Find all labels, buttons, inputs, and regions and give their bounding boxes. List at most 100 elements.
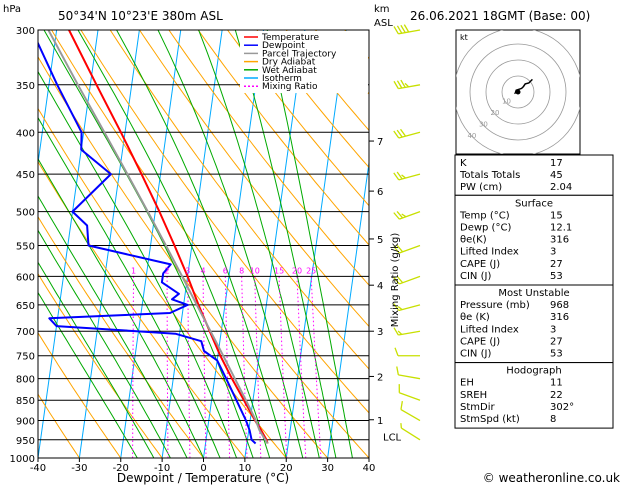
mixing-ratio-label: 6 bbox=[223, 266, 228, 275]
table-row-value: 53 bbox=[550, 271, 563, 282]
mixing-ratio-label: 25 bbox=[306, 266, 316, 275]
wind-barb-staff bbox=[401, 428, 420, 440]
wind-barb-flag bbox=[401, 25, 405, 32]
temperature-tick-label: -30 bbox=[71, 463, 87, 474]
wind-barb bbox=[394, 80, 420, 89]
legend-label: Mixing Ratio bbox=[262, 82, 318, 92]
isotherm-line bbox=[0, 30, 15, 458]
table-row-value: 3 bbox=[550, 324, 556, 335]
pressure-tick-label: 750 bbox=[16, 352, 35, 363]
mixing-ratio-axis-label: Mixing Ratio (g/kg) bbox=[390, 233, 401, 328]
km-tick-label: 5 bbox=[377, 235, 383, 246]
wind-barb-flag bbox=[404, 25, 408, 32]
pressure-tick-label: 350 bbox=[16, 81, 35, 92]
wet-adiabat-line bbox=[199, 30, 320, 458]
km-unit-label: km bbox=[374, 4, 390, 15]
km-tick-label: 2 bbox=[377, 372, 383, 383]
table-row-label: CAPE (J) bbox=[460, 259, 500, 270]
table-section-title: Most Unstable bbox=[498, 288, 569, 299]
wind-barbs bbox=[394, 25, 420, 440]
wind-barb-flag bbox=[402, 214, 406, 217]
wind-barb bbox=[399, 384, 420, 400]
wind-barb-staff bbox=[399, 393, 420, 401]
isotherm-line bbox=[162, 30, 222, 458]
table-section-title: Surface bbox=[515, 198, 553, 209]
series-temperature bbox=[69, 30, 268, 444]
wind-barb-flag bbox=[397, 26, 401, 33]
pressure-tick-label: 500 bbox=[16, 208, 35, 219]
pressure-tick-label: 300 bbox=[16, 26, 35, 37]
table-row-value: 11 bbox=[550, 378, 563, 389]
lcl-label: LCL bbox=[383, 432, 402, 443]
table-row-value: 15 bbox=[550, 210, 563, 221]
wet-adiabat-line bbox=[235, 30, 336, 458]
datetime-title: 26.06.2021 18GMT (Base: 00) bbox=[410, 9, 590, 23]
wind-barb-flag bbox=[398, 331, 402, 334]
wind-barb-flag bbox=[397, 366, 399, 374]
hodograph-ring-label: 20 bbox=[490, 109, 499, 117]
mixing-ratio-label: 1 bbox=[131, 266, 136, 275]
mixing-ratio-line bbox=[203, 276, 206, 458]
km-tick-label: 4 bbox=[377, 281, 383, 292]
table-row-label: Pressure (mb) bbox=[460, 300, 530, 311]
table-row-label: EH bbox=[460, 378, 474, 389]
km-tick-label: 7 bbox=[377, 137, 383, 148]
table-row-label: PW (cm) bbox=[460, 182, 502, 193]
mixing-ratio-label: 3 bbox=[185, 266, 190, 275]
table-row-label: StmSpd (kt) bbox=[460, 414, 520, 425]
table-row-label: K bbox=[460, 158, 467, 169]
table-row-value: 12.1 bbox=[550, 223, 572, 234]
km-tick-label: 1 bbox=[377, 416, 383, 427]
table-row-label: Lifted Index bbox=[460, 247, 519, 258]
pressure-tick-label: 600 bbox=[16, 272, 35, 283]
wind-barb-flag bbox=[394, 26, 398, 33]
wind-barb bbox=[401, 401, 420, 420]
wind-barb bbox=[394, 211, 420, 219]
table-row-label: θe(K) bbox=[460, 235, 487, 246]
wind-barb bbox=[397, 366, 420, 378]
mixing-ratio-label: 15 bbox=[274, 266, 284, 275]
temperature-tick-label: -40 bbox=[30, 463, 46, 474]
mixing-ratio-label: 10 bbox=[250, 266, 260, 275]
table-row-label: Lifted Index bbox=[460, 324, 519, 335]
table-row-value: 3 bbox=[550, 247, 556, 258]
wind-barb-flag bbox=[401, 401, 402, 409]
wind-barb bbox=[394, 25, 420, 34]
copyright-text: © weatheronline.co.uk bbox=[483, 471, 620, 485]
km-tick-label: 3 bbox=[377, 327, 383, 338]
table-row-label: StmDir bbox=[460, 402, 495, 413]
table-row-label: θe (K) bbox=[460, 312, 490, 323]
wind-barb-flag bbox=[402, 175, 406, 178]
pressure-tick-label: 850 bbox=[16, 396, 35, 407]
hodograph-unit-label: kt bbox=[460, 33, 468, 42]
mixing-ratio-line bbox=[167, 276, 168, 458]
table-row-label: CIN (J) bbox=[460, 349, 491, 360]
wind-barb bbox=[395, 348, 420, 356]
mixing-ratio-label: 4 bbox=[201, 266, 206, 275]
wind-barb bbox=[401, 423, 420, 440]
x-axis-label: Dewpoint / Temperature (°C) bbox=[117, 471, 289, 485]
wind-barb-flag bbox=[405, 83, 409, 86]
table-row-value: 2.04 bbox=[550, 182, 572, 193]
table-row-label: CAPE (J) bbox=[460, 336, 500, 347]
table-section-title: Hodograph bbox=[506, 366, 561, 377]
dry-adiabat-line bbox=[0, 30, 79, 458]
wind-barb-flag bbox=[395, 348, 398, 356]
table-row-value: 27 bbox=[550, 259, 563, 270]
table-row-label: CIN (J) bbox=[460, 271, 491, 282]
km-tick-label: 6 bbox=[377, 187, 383, 198]
table-row-value: 316 bbox=[550, 235, 569, 246]
isotherm-line bbox=[286, 30, 346, 458]
table-row-value: 17 bbox=[550, 158, 563, 169]
table-row-value: 302° bbox=[550, 402, 574, 413]
wind-barb-flag bbox=[401, 80, 405, 87]
wind-barb-flag bbox=[394, 81, 398, 88]
wind-barb bbox=[394, 328, 420, 335]
table-row-value: 316 bbox=[550, 312, 569, 323]
mixing-ratio-line bbox=[242, 276, 247, 458]
pressure-tick-label: 950 bbox=[16, 436, 35, 447]
